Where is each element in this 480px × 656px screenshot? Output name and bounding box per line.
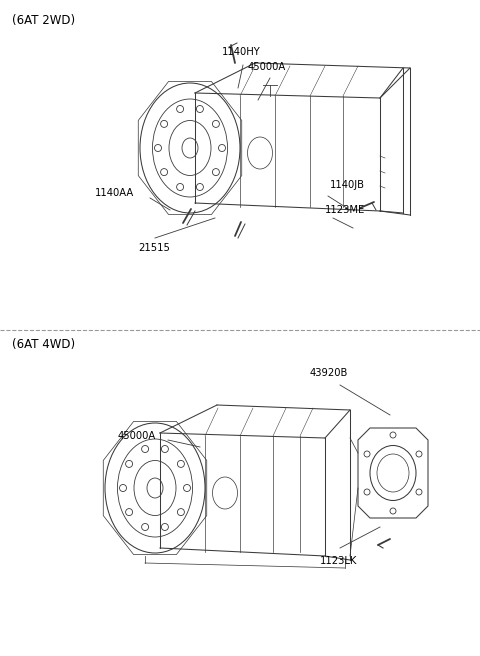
Text: (6AT 4WD): (6AT 4WD) — [12, 338, 75, 351]
Text: 45000A: 45000A — [248, 62, 286, 72]
Text: 1140AA: 1140AA — [95, 188, 134, 198]
Text: 43920B: 43920B — [310, 368, 348, 378]
Text: 21515: 21515 — [138, 243, 170, 253]
Text: 1123LK: 1123LK — [320, 556, 358, 566]
Text: 45000A: 45000A — [118, 431, 156, 441]
Text: 1140JB: 1140JB — [330, 180, 365, 190]
Text: 1123ME: 1123ME — [325, 205, 365, 215]
Text: 1140HY: 1140HY — [222, 47, 261, 57]
Text: (6AT 2WD): (6AT 2WD) — [12, 14, 75, 27]
